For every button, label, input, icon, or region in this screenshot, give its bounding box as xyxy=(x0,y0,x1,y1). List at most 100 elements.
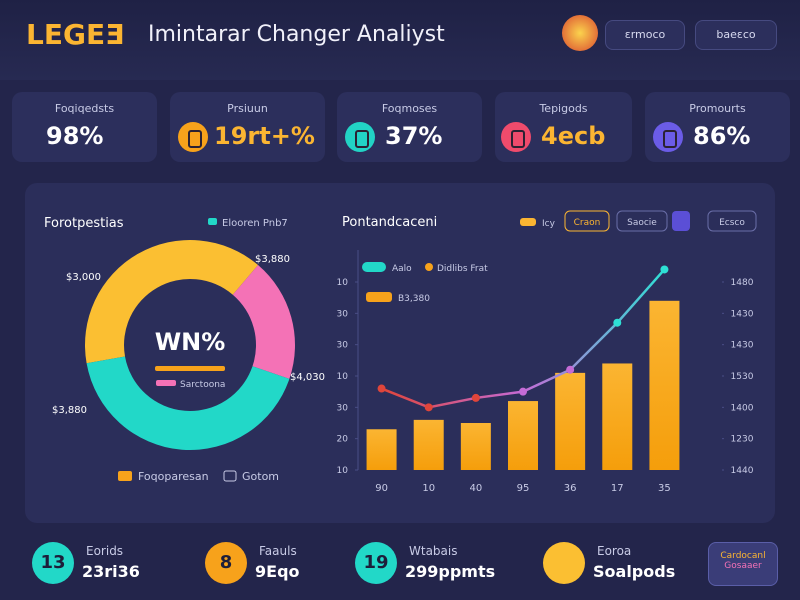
stat-card: Foqmoses 37% xyxy=(337,92,482,162)
logo: LEGEƎ xyxy=(26,18,125,51)
legend-label: Didlibs Frat xyxy=(437,264,488,274)
x-tick-label: 35 xyxy=(658,483,671,494)
button-label: Saocie xyxy=(627,218,657,228)
button-label: Ecsco xyxy=(719,218,745,228)
y-tick-label: 10 xyxy=(337,372,349,382)
legend-label: Gotom xyxy=(242,470,279,483)
legend-swatch xyxy=(366,292,392,302)
icon-button[interactable] xyxy=(672,211,690,231)
summary-item: 8 Faauls 9Eqo xyxy=(205,538,345,590)
donut-title: Forotpestias xyxy=(44,216,124,231)
bar xyxy=(366,429,397,470)
stat-icon xyxy=(653,122,683,152)
combo-title: Pontandcaceni xyxy=(342,215,437,230)
stat-value: 37% xyxy=(385,122,443,150)
donut-segment xyxy=(85,240,259,364)
pill-button[interactable]: baeɛco xyxy=(695,20,777,50)
legend-label: B3,380 xyxy=(398,294,430,304)
stat-value: 98% xyxy=(46,122,104,150)
summary-label: Eorids xyxy=(86,544,124,558)
stat-card: Prsiuun 19rt+% xyxy=(170,92,325,162)
x-tick-label: 10 xyxy=(422,483,435,494)
button-label: Craon xyxy=(574,218,601,228)
line-point xyxy=(377,384,386,393)
bar xyxy=(649,300,680,470)
button[interactable] xyxy=(564,210,610,232)
legend-swatch xyxy=(118,471,132,481)
legend-label: Elooren Pnb7 xyxy=(222,218,288,229)
line-point xyxy=(613,318,622,327)
button[interactable] xyxy=(707,210,757,232)
summary-label: Eoroa xyxy=(597,544,632,558)
decor-bar xyxy=(156,380,176,386)
donut xyxy=(85,240,295,450)
line-point xyxy=(566,365,575,374)
stat-icon xyxy=(345,122,375,152)
y-tick-label: 30 xyxy=(337,403,349,413)
x-tick-label: 17 xyxy=(611,483,624,494)
x-tick-label: 40 xyxy=(469,483,482,494)
x-tick-label: 90 xyxy=(375,483,388,494)
app-title: Imintarar Changer Analiyst xyxy=(148,22,445,47)
y2-tick-label: 1430 xyxy=(731,341,754,351)
summary-label: Wtabais xyxy=(409,544,458,558)
stat-label: Foqiqedsts xyxy=(54,102,115,115)
bar xyxy=(508,401,538,470)
legend-swatch xyxy=(223,470,237,482)
legend-swatch xyxy=(208,218,217,225)
y2-tick-label: 1230 xyxy=(731,435,754,445)
y-tick-label: 10 xyxy=(337,466,349,476)
line-point xyxy=(471,393,480,402)
stat-card: Foqiqedsts 98% xyxy=(12,92,157,162)
legend-swatch xyxy=(362,262,386,272)
donut-label: $3,880 xyxy=(52,405,87,416)
donut-sub: Sarctoona xyxy=(180,380,225,390)
summary-item: Eoroa Soalpods xyxy=(543,538,693,590)
donut-label: $3,880 xyxy=(255,254,290,265)
y-tick-label: 30 xyxy=(337,341,349,351)
avatar[interactable] xyxy=(562,15,598,51)
donut-segment xyxy=(86,356,290,450)
combo-chart: 10 30 30 10 30 20 10 1480 1430 1430 1530 1400 1230 14… xyxy=(337,265,754,494)
bar xyxy=(460,423,491,470)
summary-value: Soalpods xyxy=(593,562,676,581)
line-point xyxy=(660,265,669,274)
decor-bar xyxy=(155,366,225,371)
stat-value: 19rt+% xyxy=(214,122,315,150)
bar xyxy=(555,372,586,470)
stat-value: 4ecb xyxy=(541,122,606,150)
summary-value: 299ppmts xyxy=(405,562,496,581)
stat-label: Prsiuun xyxy=(227,102,268,115)
y2-tick-label: 1530 xyxy=(731,372,754,382)
action-button[interactable]: Cardocanl Gosaaer xyxy=(708,542,778,586)
stat-label: Foqmoses xyxy=(381,102,438,115)
legend-label: Aalo xyxy=(392,264,412,274)
stat-label: Tepigods xyxy=(539,102,588,115)
legend-swatch xyxy=(425,263,433,271)
x-tick-label: 95 xyxy=(517,483,530,494)
y2-tick-label: 1400 xyxy=(731,403,754,413)
button[interactable] xyxy=(616,210,668,232)
bar xyxy=(413,419,444,470)
button-label: Cardocanl xyxy=(720,551,766,561)
summary-item: 19 Wtabais 299ppmts xyxy=(355,538,525,590)
bar xyxy=(602,363,633,470)
summary-item: 13 Eorids 23ri36 xyxy=(32,538,182,590)
line-point xyxy=(519,387,527,396)
stat-value: 86% xyxy=(693,122,751,150)
line-point xyxy=(424,403,433,412)
y-tick-label: 30 xyxy=(337,309,349,319)
badge: 8 xyxy=(205,542,247,584)
donut-segment xyxy=(232,265,295,379)
y2-tick-label: 1430 xyxy=(731,309,754,319)
y-tick-label: 10 xyxy=(337,278,349,288)
pill-button[interactable]: ɛrmoco xyxy=(605,20,685,50)
summary-label: Faauls xyxy=(259,544,297,558)
legend-swatch xyxy=(520,218,536,226)
stat-icon xyxy=(178,122,208,152)
summary-icon xyxy=(543,542,585,584)
y2-tick-label: 1480 xyxy=(731,278,754,288)
y2-tick-label: 1440 xyxy=(731,466,754,476)
badge: 13 xyxy=(32,542,74,584)
